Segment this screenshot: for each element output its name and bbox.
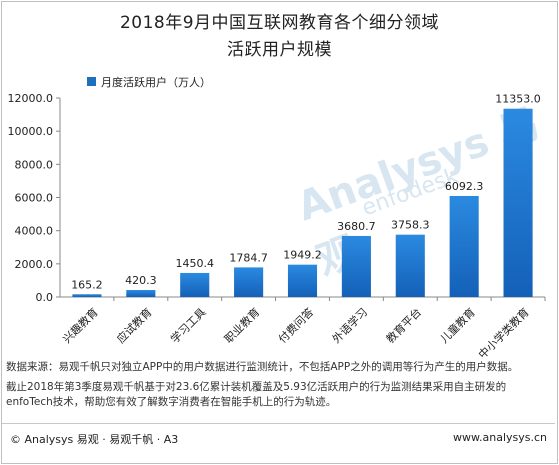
bar-value-label: 3758.3 (391, 219, 430, 232)
x-tick-label: 应试教育 (114, 305, 155, 346)
legend-label: 月度活跃用户（万人） (101, 75, 211, 89)
y-tick-label: 2000.0 (15, 258, 54, 271)
value-labels: 165.2 420.3 1450.4 1784.7 1949.2 3680.7 3758.3… (71, 93, 541, 292)
x-tick-label: 学习工具 (167, 305, 208, 346)
bar-value-label: 1450.4 (175, 257, 214, 270)
x-tick-label: 儿童教育 (437, 305, 478, 346)
y-tick-label: 8000.0 (15, 158, 54, 171)
bar-value-label: 11353.0 (495, 93, 541, 106)
x-tick-label: 职业教育 (221, 305, 262, 346)
bar (72, 294, 102, 297)
x-tick-label: 外语学习 (329, 305, 370, 346)
bar-value-label: 1784.7 (229, 251, 268, 264)
legend: 月度活跃用户（万人） (87, 75, 211, 89)
chart-title-line-2: 活跃用户规模 (227, 40, 332, 60)
bar-value-label: 420.3 (125, 274, 157, 287)
bar-chart: 月度活跃用户（万人） 0.0 2000.0 4000.0 6000.0 8000.0 10… (8, 75, 546, 360)
bar (180, 272, 210, 297)
y-tick-label: 12000.0 (8, 92, 54, 105)
bar (126, 290, 156, 297)
source-note-line-3: enfoTech技术，帮助您有效了解数字消费者在智能手机上的行为轨迹。 (6, 396, 337, 408)
y-axis: 0.0 2000.0 4000.0 6000.0 8000.0 10000.0 12000.… (8, 92, 61, 304)
x-tick-label: 付费问答 (275, 305, 316, 346)
y-tick-label: 10000.0 (8, 125, 54, 138)
bar (503, 108, 533, 297)
bar-value-label: 1949.2 (283, 249, 322, 262)
bar (395, 234, 425, 297)
source-note-line-2: 截止2018年第3季度易观千帆基于对23.6亿累计装机覆盖及5.93亿活跃用户的… (6, 381, 507, 393)
bar-value-label: 3680.7 (337, 220, 376, 233)
bar (234, 267, 264, 297)
bar-value-label: 165.2 (71, 278, 103, 291)
bars (72, 108, 533, 297)
footer-url: www.analysys.cn (453, 431, 547, 444)
bar (341, 235, 371, 297)
bar-value-label: 6092.3 (445, 180, 484, 193)
x-tick-label: 中小学类教育 (475, 305, 532, 360)
footer-divider (2, 423, 555, 424)
y-tick-label: 0.0 (36, 291, 54, 304)
chart-title-line-1: 2018年9月中国互联网教育各个细分领域 (119, 13, 440, 33)
bar (449, 195, 479, 297)
x-tick-label: 兴趣教育 (60, 305, 101, 346)
x-tick-label: 教育平台 (383, 305, 424, 346)
source-note-line-1: 数据来源：易观千帆只对独立APP中的用户数据进行监测统计，不包括APP之外的调用… (6, 361, 519, 373)
y-tick-label: 4000.0 (15, 225, 54, 238)
bar (287, 264, 318, 297)
legend-swatch (87, 77, 96, 86)
footer-brand: © Analysys 易观 · 易观千帆 · A3 (10, 433, 179, 446)
y-tick-label: 6000.0 (15, 192, 54, 205)
